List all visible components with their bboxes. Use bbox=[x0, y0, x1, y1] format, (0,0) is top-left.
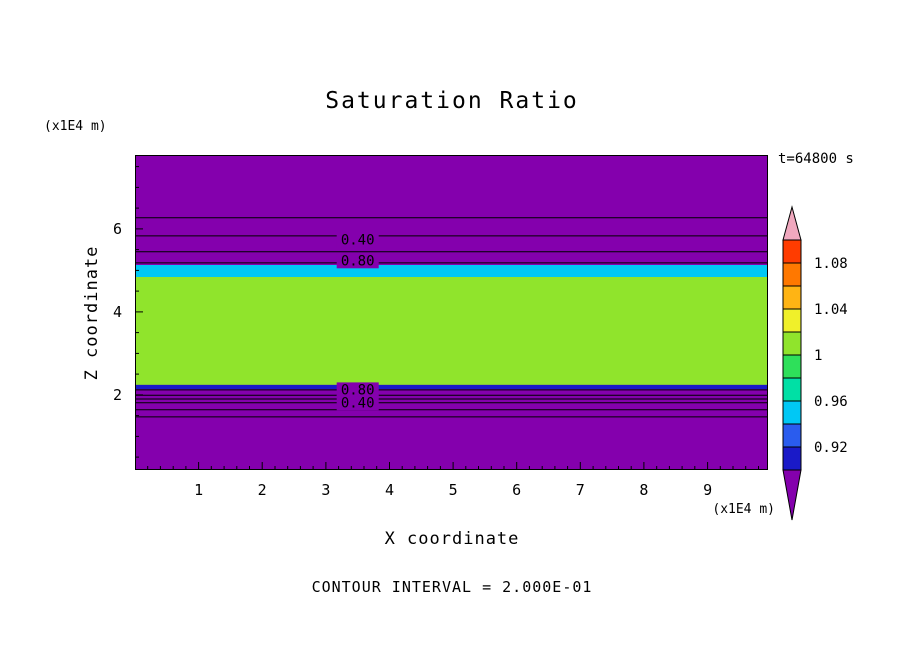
colorbar-segment bbox=[782, 262, 802, 287]
x-tick-label: 8 bbox=[639, 481, 649, 499]
plot-frame bbox=[135, 155, 768, 470]
chart-title: Saturation Ratio bbox=[325, 88, 579, 114]
x-tick-label: 4 bbox=[384, 481, 395, 499]
contour-label-backdrop bbox=[336, 253, 379, 269]
colorbar: 1.08 1.04 1 0.96 0.92 bbox=[782, 205, 848, 521]
contour-label: 0.80 bbox=[341, 382, 375, 398]
colorbar-segment bbox=[782, 423, 802, 448]
colorbar-segment bbox=[782, 285, 802, 310]
navy-transition-layer-bottom bbox=[135, 384, 768, 390]
contour-label: 0.40 bbox=[341, 395, 375, 411]
contour-interval-note: CONTOUR INTERVAL = 2.000E-01 bbox=[311, 578, 593, 596]
y-tick-label: 2 bbox=[112, 386, 122, 404]
colorbar-tick-label: 1.08 bbox=[814, 256, 848, 272]
contour-label: 0.40 bbox=[341, 233, 375, 249]
colorbar-tick-label: 0.96 bbox=[814, 394, 848, 410]
colorbar-tick-label: 0.92 bbox=[814, 440, 848, 456]
colorbar-below-range-arrow bbox=[782, 469, 802, 521]
contour-label-backdrop bbox=[336, 232, 379, 248]
time-annotation: t=64800 s bbox=[778, 151, 854, 167]
contour-label-backdrop bbox=[336, 382, 379, 398]
colorbar-segment bbox=[782, 354, 802, 379]
colorbar-tick-label: 1.04 bbox=[814, 302, 848, 318]
contour-label-backdrop bbox=[336, 395, 379, 411]
colorbar-segment bbox=[782, 446, 802, 471]
x-tick-label: 2 bbox=[257, 481, 267, 499]
colorbar-segment bbox=[782, 308, 802, 333]
colorbar-segment bbox=[782, 377, 802, 402]
y-axis-unit-label: (x1E4 m) bbox=[44, 119, 107, 134]
contour-label: 0.80 bbox=[341, 253, 375, 269]
plot-area: 0.400.800.800.40 bbox=[135, 155, 768, 470]
y-tick-label: 4 bbox=[112, 303, 122, 321]
x-tick-label: 7 bbox=[575, 481, 585, 499]
x-tick-label: 1 bbox=[194, 481, 204, 499]
x-tick-label: 9 bbox=[703, 481, 713, 499]
colorbar-segment bbox=[782, 331, 802, 356]
y-tick-label: 6 bbox=[112, 220, 122, 238]
cyan-transition-layer-top bbox=[135, 265, 768, 277]
colorbar-tick-label: 1 bbox=[814, 348, 822, 364]
x-tick-label: 5 bbox=[448, 481, 458, 499]
x-axis-unit-label: (x1E4 m) bbox=[712, 502, 775, 517]
colorbar-segment bbox=[782, 239, 802, 264]
colorbar-above-range-arrow bbox=[782, 205, 802, 241]
x-tick-label: 6 bbox=[512, 481, 522, 499]
x-tick-label: 3 bbox=[321, 481, 331, 499]
saturated-layer bbox=[135, 277, 768, 385]
x-axis-title: X coordinate bbox=[384, 529, 520, 549]
colorbar-segment bbox=[782, 400, 802, 425]
